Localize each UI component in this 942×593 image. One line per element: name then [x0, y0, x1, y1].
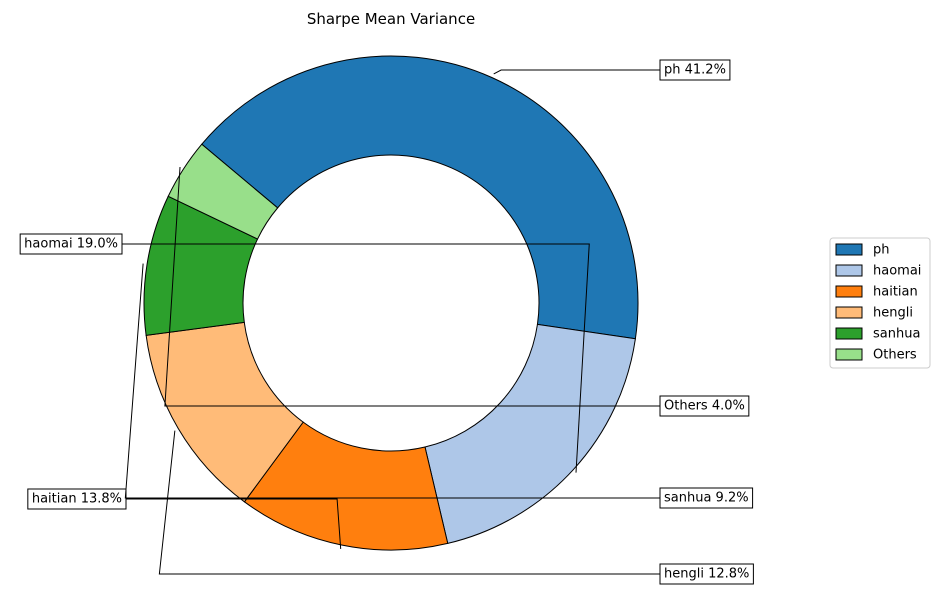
legend-label-haomai: haomai — [873, 264, 921, 279]
legend-swatch-sanhua — [835, 327, 863, 340]
callout-label-haitian: haitian 13.8% — [32, 492, 122, 507]
chart-title: Sharpe Mean Variance — [307, 10, 475, 28]
legend-swatch-ph — [835, 243, 863, 256]
slices-layer — [143, 55, 639, 551]
callouts-layer: ph 41.2% haomai 19.0% haitian 13.8% hengli … — [19, 59, 754, 585]
slice-ph — [201, 55, 639, 340]
callout-label-sanhua: sanhua 9.2% — [664, 491, 749, 506]
callout-label-hengli: hengli 12.8% — [664, 567, 749, 582]
callout-box-haomai — [19, 233, 123, 255]
callout-box-ph — [659, 59, 731, 81]
legend-swatch-hengli — [835, 306, 863, 319]
legend: ph haomai haitian hengli sanhua Others — [829, 237, 931, 369]
callout-box-sanhua — [659, 487, 754, 509]
legend-label-sanhua: sanhua — [873, 327, 920, 342]
legend-swatch-haomai — [835, 264, 863, 277]
callout-box-haitian — [27, 488, 127, 510]
legend-swatch-haitian — [835, 285, 863, 298]
callout-label-others: Others 4.0% — [664, 399, 745, 414]
legend-label-hengli: hengli — [873, 306, 913, 321]
leader-line-others — [164, 166, 660, 407]
leader-line-hengli — [158, 430, 660, 575]
leader-line-haomai — [122, 243, 590, 473]
callout-label-haomai: haomai 19.0% — [24, 237, 118, 252]
legend-label-others: Others — [873, 348, 917, 363]
callout-label-ph: ph 41.2% — [664, 63, 726, 78]
slice-haomai — [424, 323, 636, 545]
callout-box-hengli — [659, 563, 754, 585]
legend-swatch-others — [835, 348, 863, 361]
slice-others — [167, 143, 279, 240]
leader-line-ph — [493, 69, 660, 75]
leader-line-sanhua — [124, 263, 660, 499]
leader-line-haitian — [126, 498, 342, 549]
legend-label-ph: ph — [873, 243, 890, 258]
legend-label-haitian: haitian — [873, 285, 918, 300]
callout-box-others — [659, 395, 750, 417]
